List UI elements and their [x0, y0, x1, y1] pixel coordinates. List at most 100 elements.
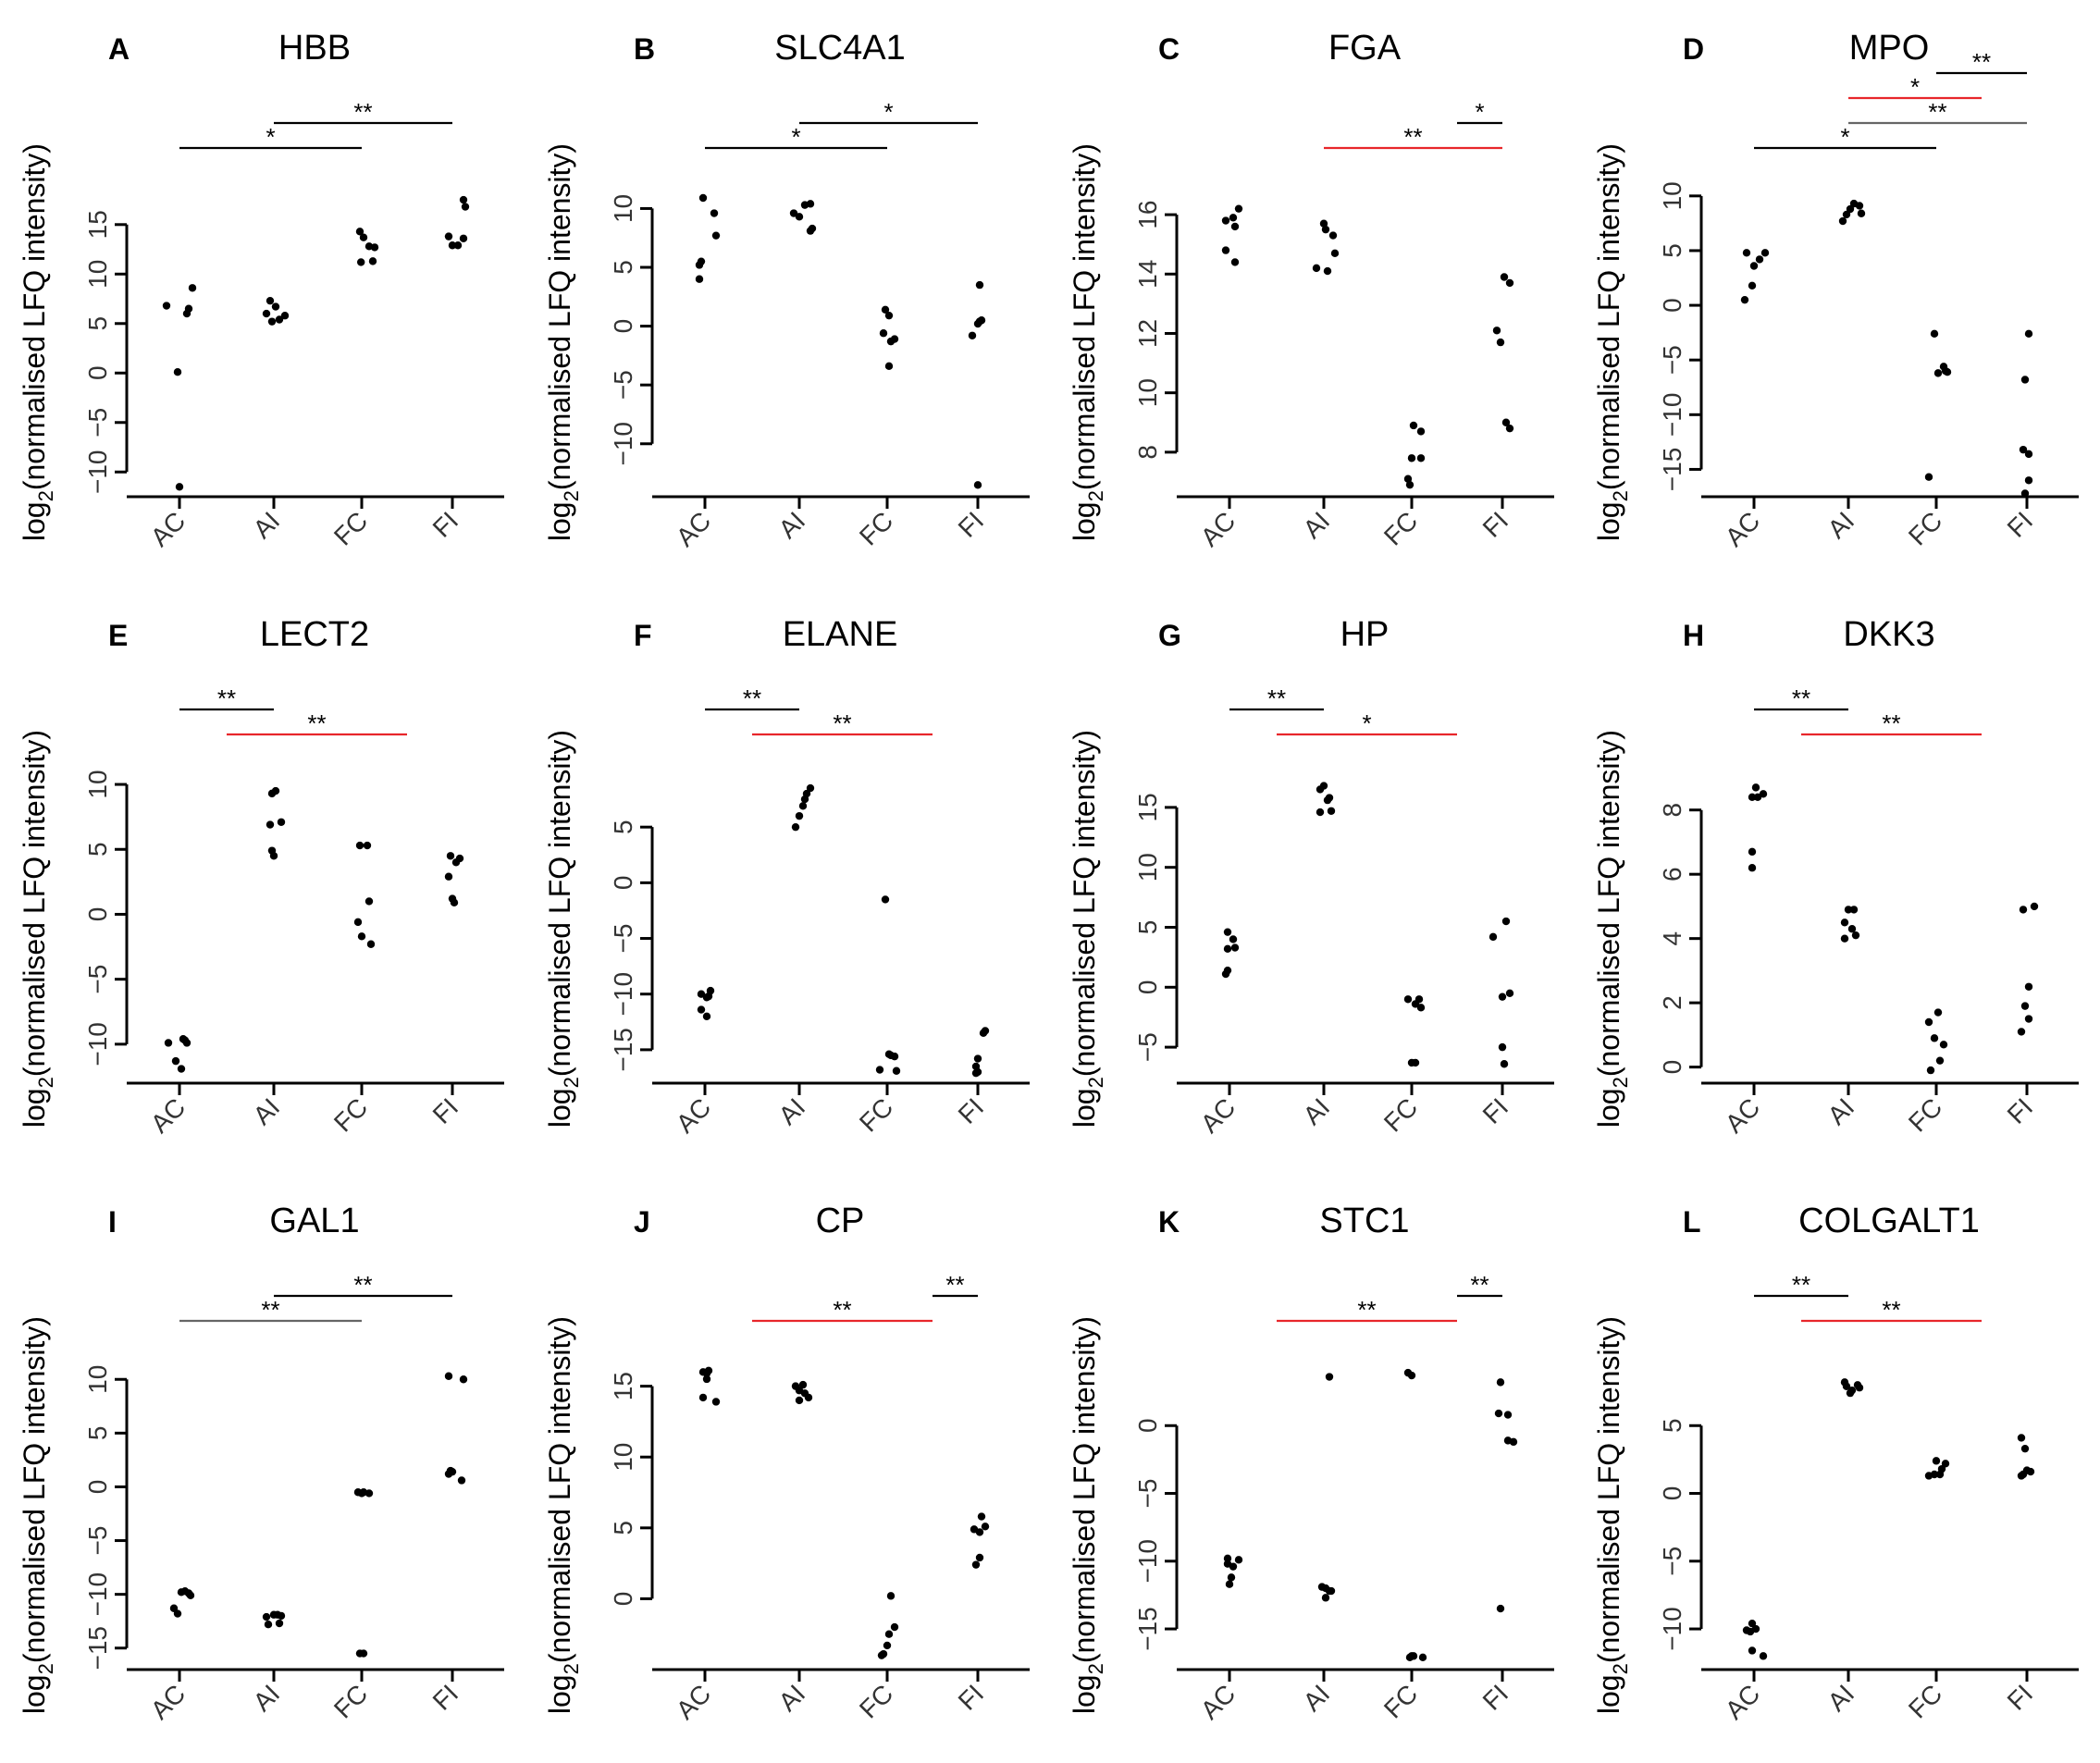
- x-tick-label-fc: FC: [1903, 506, 1947, 550]
- x-tick-label-ac: AC: [1720, 1679, 1765, 1724]
- y-tick-label: 15: [609, 1372, 637, 1400]
- y-axis-label-subscript: 2: [560, 1077, 583, 1088]
- y-tick-label: −10: [83, 450, 112, 495]
- x-tick-label-ac: AC: [1195, 1679, 1241, 1724]
- x-tick-label-ai: AI: [1298, 1092, 1336, 1130]
- data-point-fi: [2024, 1015, 2033, 1023]
- data-point-fi: [450, 898, 459, 907]
- data-point-ai: [1325, 1373, 1334, 1381]
- data-point-ai: [798, 802, 808, 810]
- y-axis-label: log2(normalised LFQ intensity): [18, 730, 57, 1128]
- y-axis-label-subscript: 2: [560, 490, 583, 501]
- significance-stars: *: [1362, 709, 1371, 737]
- y-tick-label: 5: [1658, 243, 1686, 258]
- data-point-fi: [1498, 992, 1507, 1001]
- y-tick-label: −5: [1133, 1032, 1162, 1062]
- data-point-ac: [1748, 1619, 1757, 1628]
- data-point-fc: [890, 335, 899, 343]
- data-point-ac: [1749, 262, 1759, 270]
- y-tick-label: −10: [83, 1572, 112, 1617]
- y-axis-label: log2(normalised LFQ intensity): [1068, 143, 1107, 541]
- data-point-fi: [455, 854, 464, 863]
- x-tick-label-ai: AI: [773, 1679, 811, 1717]
- panel-letter: A: [108, 32, 130, 66]
- y-tick-label: 5: [609, 1521, 637, 1535]
- data-point-ai: [1847, 1386, 1857, 1395]
- data-point-fi: [1505, 989, 1514, 997]
- data-point-fi: [1500, 1060, 1509, 1068]
- data-point-fi: [453, 241, 463, 250]
- y-tick-label: −10: [1658, 1607, 1686, 1651]
- x-tick-label-ac: AC: [1195, 1092, 1241, 1138]
- panel-letter: F: [634, 619, 652, 652]
- y-tick-label: 6: [1658, 867, 1686, 882]
- data-point-fi: [1501, 418, 1511, 426]
- data-point-fc: [884, 1050, 894, 1058]
- y-axis-label-log: log: [543, 1088, 576, 1128]
- significance-stars: **: [217, 684, 236, 712]
- data-point-ai: [795, 1396, 804, 1405]
- x-tick-label-ai: AI: [773, 506, 811, 544]
- y-axis-label-log: log: [1068, 1674, 1101, 1714]
- data-point-fc: [1933, 369, 1943, 377]
- y-axis-label-text: (normalised LFQ intensity): [543, 730, 576, 1077]
- y-tick-label: −15: [83, 1626, 112, 1671]
- significance-stars: *: [266, 123, 275, 151]
- significance-stars: **: [1470, 1271, 1489, 1299]
- significance-stars: **: [1928, 98, 1946, 126]
- data-point-ac: [704, 992, 713, 1001]
- data-point-fc: [364, 897, 374, 906]
- panel-letter: H: [1683, 619, 1704, 652]
- data-point-ai: [802, 789, 811, 798]
- y-axis-label-subscript: 2: [1609, 1663, 1632, 1674]
- data-point-fc: [1924, 1017, 1933, 1027]
- data-point-ac: [711, 231, 721, 240]
- data-point-fc: [1941, 1460, 1950, 1468]
- data-point-ac: [1223, 928, 1232, 936]
- y-tick-label: 0: [1133, 980, 1162, 995]
- data-point-ac: [1229, 935, 1238, 943]
- y-axis-label-text: (normalised LFQ intensity): [1068, 730, 1101, 1077]
- panel-letter: I: [108, 1205, 117, 1239]
- data-point-ac: [704, 1366, 713, 1375]
- y-tick-label: 5: [609, 820, 637, 834]
- y-axis-label: log2(normalised LFQ intensity): [1068, 730, 1107, 1128]
- data-point-fi: [1505, 424, 1514, 433]
- data-point-fc: [1407, 1371, 1416, 1380]
- x-tick-label-fc: FC: [1378, 506, 1423, 550]
- x-tick-label-fc: FC: [1378, 1092, 1423, 1137]
- y-tick-label: 0: [83, 907, 112, 922]
- panel-e-lect2: E LECT2 log2(normalised LFQ intensity) −10 −…: [18, 615, 504, 1139]
- x-tick-label-fi: FI: [1477, 1679, 1514, 1716]
- data-point-fi: [1496, 1604, 1505, 1613]
- panel-j-cp: J CP log2(normalised LFQ intensity) 0 5 10 15 A…: [543, 1202, 1030, 1725]
- data-point-ac: [698, 193, 708, 203]
- data-point-fi: [444, 232, 453, 240]
- data-point-ai: [795, 811, 804, 820]
- data-point-ai: [798, 1380, 808, 1389]
- panel-title: HBB: [278, 29, 351, 68]
- significance-stars: **: [743, 684, 761, 712]
- data-point-ai: [1323, 795, 1332, 805]
- significance-stars: **: [1403, 123, 1422, 151]
- data-point-fc: [1411, 1058, 1420, 1067]
- y-tick-label: 10: [1133, 378, 1162, 407]
- data-point-ai: [808, 224, 817, 233]
- data-point-fi: [1496, 1378, 1505, 1387]
- x-tick-label-fc: FC: [854, 1679, 898, 1723]
- y-tick-label: 0: [609, 319, 637, 334]
- y-tick-label: 15: [83, 210, 112, 239]
- data-point-ai: [271, 302, 280, 311]
- data-point-fi: [444, 872, 453, 881]
- data-point-ac: [1223, 1554, 1232, 1563]
- data-point-ai: [262, 1612, 271, 1621]
- y-tick-label: 5: [83, 1426, 112, 1441]
- data-point-fi: [2017, 1472, 2026, 1480]
- y-tick-label: −10: [1658, 393, 1686, 438]
- x-tick-label-fi: FI: [2002, 1679, 2039, 1716]
- y-tick-label: 0: [83, 365, 112, 380]
- x-tick-label-ai: AI: [773, 1092, 811, 1130]
- significance-stars: **: [945, 1271, 964, 1299]
- x-tick-label-fi: FI: [2002, 506, 2039, 543]
- data-point-ac: [697, 1005, 706, 1014]
